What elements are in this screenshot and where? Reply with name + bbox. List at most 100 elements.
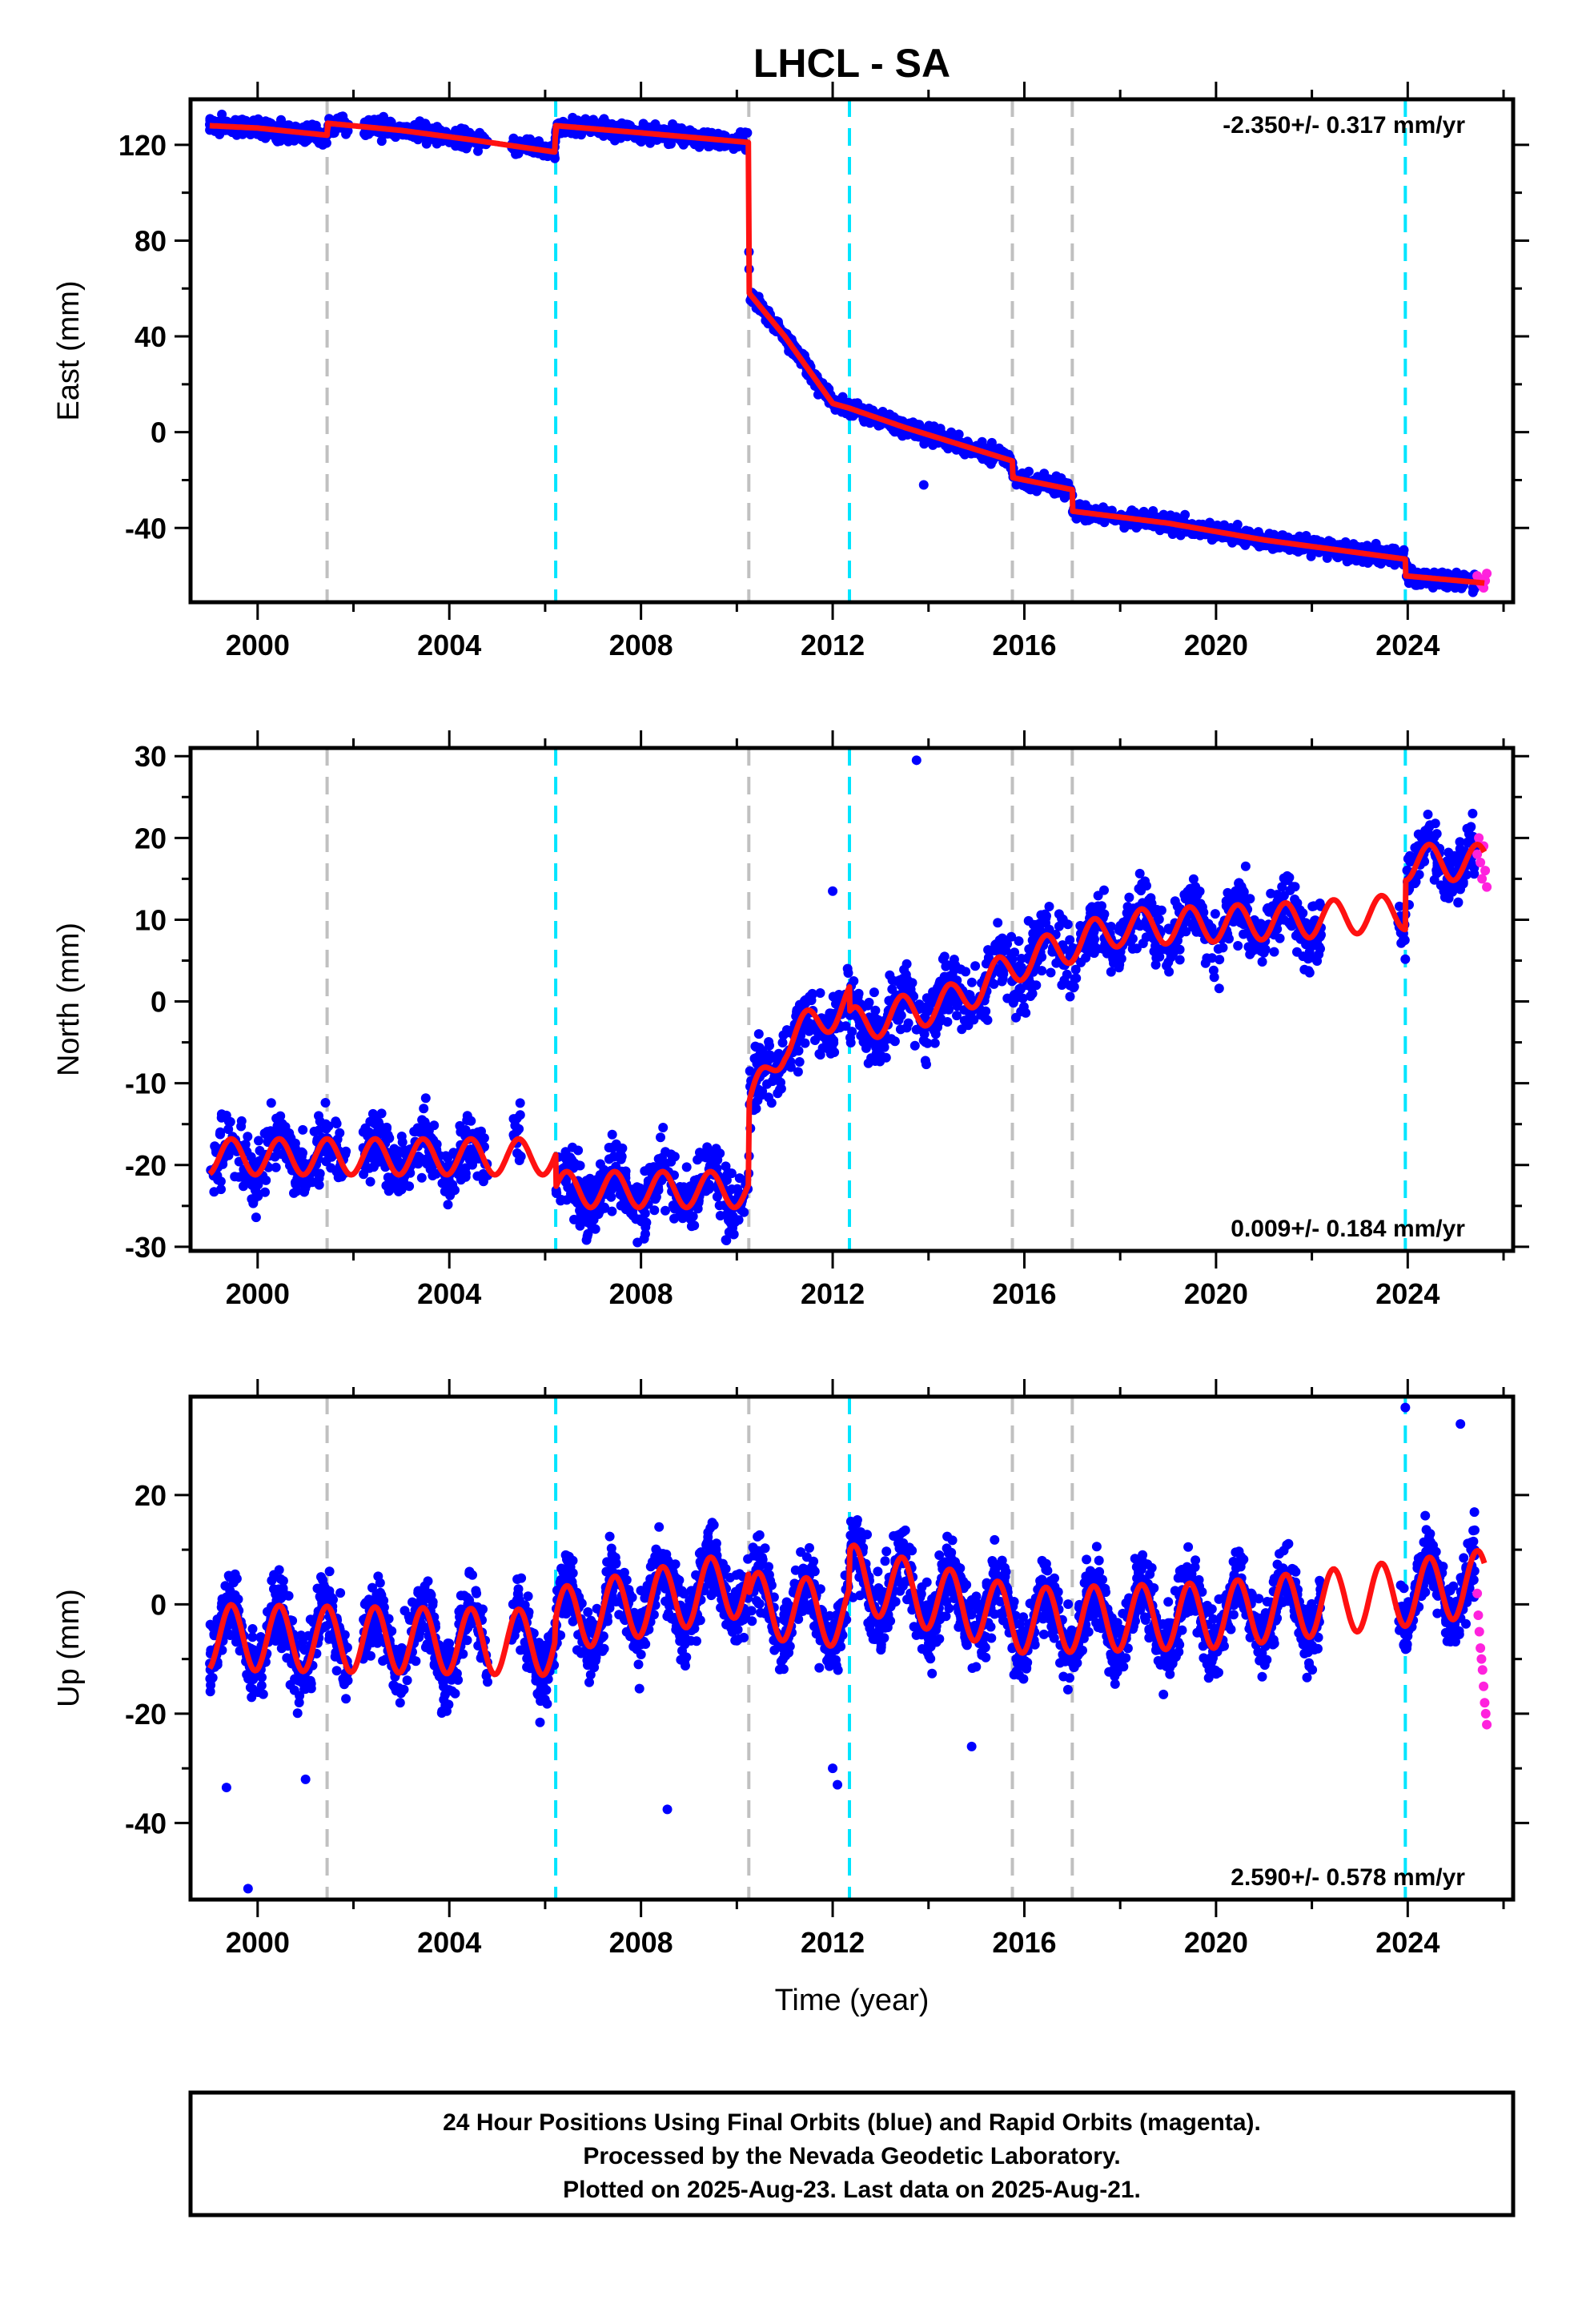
final-orbit-point (248, 1198, 259, 1208)
final-orbit-point (608, 1152, 619, 1162)
final-orbit-point (864, 1036, 873, 1046)
final-orbit-point (1065, 991, 1075, 1002)
final-orbit-point (1453, 898, 1464, 908)
final-orbit-point (1100, 942, 1110, 952)
final-orbit-point (1469, 869, 1480, 879)
x-tick-label: 2004 (417, 629, 481, 661)
final-orbit-point (993, 918, 1003, 928)
final-orbit-point (271, 1162, 281, 1172)
final-orbit-point (234, 129, 244, 139)
final-orbit-point (422, 1153, 432, 1164)
final-orbit-point (1195, 887, 1205, 896)
final-orbit-point (512, 1126, 522, 1136)
final-orbit-point (583, 1228, 593, 1239)
final-orbit-point (1044, 902, 1054, 911)
final-orbit-point (1024, 466, 1034, 476)
final-orbit-point (607, 1129, 617, 1140)
final-orbit-point (236, 1116, 247, 1126)
final-orbit-point (871, 1053, 881, 1063)
final-orbit-point (807, 988, 817, 999)
final-orbit-point (275, 136, 286, 146)
final-orbit-point (335, 1128, 345, 1138)
chart-title: LHCL - SA (753, 41, 950, 86)
final-orbit-point (460, 1163, 471, 1173)
x-tick-label: 2012 (801, 629, 865, 661)
final-orbit-point (998, 975, 1007, 986)
rapid-orbit-point (1482, 882, 1492, 892)
final-orbit-point (934, 1550, 945, 1560)
final-orbit-point (1407, 563, 1416, 573)
final-orbit-point (1070, 964, 1081, 975)
final-orbit-point (376, 136, 387, 147)
final-orbit-point (689, 1220, 700, 1231)
final-orbit-point (1174, 944, 1185, 955)
final-orbit-point (468, 1128, 478, 1139)
final-orbit-point (1301, 918, 1311, 928)
final-orbit-point (525, 134, 535, 144)
final-orbit-point (464, 1152, 475, 1163)
final-orbit-point (1469, 584, 1480, 594)
final-orbit-point (668, 119, 678, 129)
final-orbit-point (1231, 886, 1241, 896)
final-orbit-point (223, 1124, 234, 1135)
y-tick-label: 0 (151, 986, 167, 1019)
final-orbit-point (1463, 837, 1472, 847)
final-orbit-point (820, 1014, 829, 1024)
final-orbit-point (1018, 993, 1028, 1003)
panel-north: 2000 2004 2008 2012 2016 2020 20243020100-10-2… (52, 730, 1529, 1310)
final-orbit-point (886, 1034, 897, 1044)
final-orbit-point (777, 1038, 788, 1047)
x-tick-label: 2024 (1375, 1277, 1439, 1310)
x-tick-label: 2020 (1184, 629, 1248, 661)
final-orbit-point (576, 1204, 587, 1214)
rapid-orbit-point (1472, 849, 1483, 859)
final-orbit-point (1455, 837, 1465, 847)
final-orbit-point (1093, 891, 1103, 901)
final-orbit-point (762, 1079, 772, 1089)
final-orbit-point (1257, 957, 1267, 967)
y-tick-label: 0 (151, 416, 167, 449)
final-orbit-point (587, 115, 597, 126)
final-orbit-point (320, 1098, 331, 1108)
final-orbit-point (752, 1059, 762, 1069)
final-orbit-point (649, 1205, 660, 1216)
final-orbit-point (296, 1148, 306, 1159)
final-orbit-point (940, 1000, 950, 1011)
final-orbit-point (661, 1205, 670, 1216)
final-orbit-points (205, 1402, 1480, 1894)
final-orbit-point (213, 1175, 223, 1185)
final-orbit-point (1234, 878, 1244, 888)
final-orbit-point (260, 116, 271, 127)
final-orbit-point (432, 139, 442, 149)
final-orbit-point (509, 135, 520, 145)
y-tick-label: -30 (125, 1231, 167, 1264)
final-orbit-point (218, 1159, 228, 1169)
y-tick-label: 10 (135, 903, 167, 936)
final-orbit-point (1456, 583, 1467, 593)
final-orbit-point (404, 1181, 415, 1192)
final-orbit-point (456, 123, 467, 134)
final-orbit-point (935, 976, 946, 987)
final-orbit-point (314, 1173, 324, 1184)
final-orbit-point (1099, 517, 1110, 528)
panel-east: 2000 2004 2008 2012 2016 2020 202412080400-40E… (52, 82, 1529, 661)
final-orbit-point (419, 1104, 429, 1114)
final-orbit-point (1363, 557, 1373, 567)
final-orbit-point (634, 1214, 644, 1224)
final-orbit-point (551, 1188, 561, 1198)
final-orbit-point (1057, 980, 1067, 990)
final-orbit-point (550, 153, 560, 163)
final-orbit-point (294, 1698, 304, 1707)
model-fit-line (207, 842, 1488, 1211)
final-orbit-point (1028, 928, 1038, 939)
final-orbit-point (676, 1207, 686, 1217)
x-tick-label: 2000 (226, 629, 290, 661)
final-orbit-point (984, 442, 994, 452)
x-tick-label: 2000 (226, 1277, 290, 1310)
final-orbit-point (266, 1098, 276, 1108)
final-orbit-point (409, 1127, 420, 1136)
final-orbit-point (1097, 901, 1106, 911)
final-orbit-point (1214, 983, 1224, 994)
final-orbit-point (870, 1005, 881, 1015)
